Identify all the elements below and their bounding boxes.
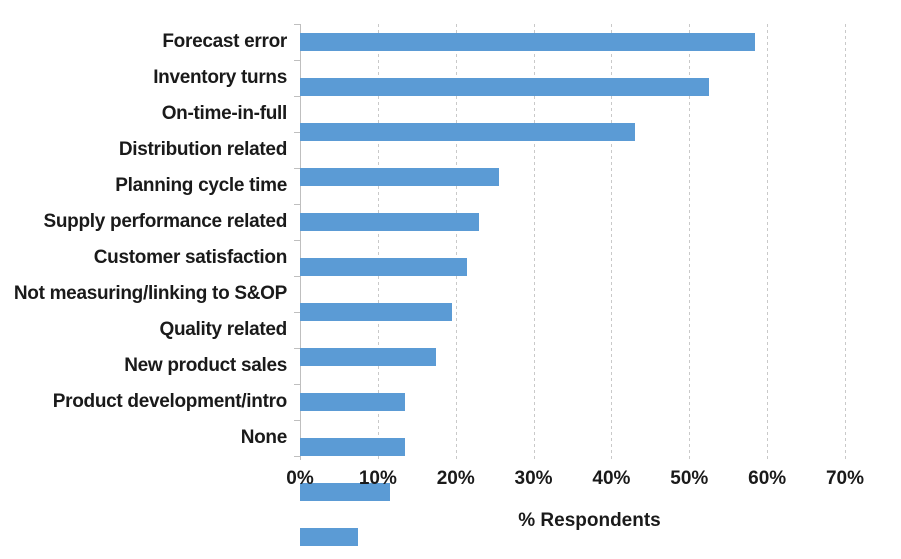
gridline-30pct [533, 24, 535, 462]
plot-area [294, 24, 846, 546]
bar-none [300, 528, 359, 546]
bar-row-planning-cycle-time [300, 213, 845, 249]
x-tick-label-70: 70% [825, 468, 865, 489]
plot-row: Forecast error Inventory turns On-time-in-… [0, 24, 846, 546]
y-axis-tick [294, 168, 300, 169]
x-axis-title-row: % Respondents [0, 510, 901, 532]
bar-row-on-time-in-full [300, 123, 845, 159]
category-label-product-development-intro: Product development/intro [52, 391, 288, 412]
x-tick-label-10: 10% [358, 468, 397, 489]
x-tick-label-30: 30% [514, 468, 553, 489]
x-tick-label-40: 40% [592, 468, 631, 489]
y-axis-tick [294, 456, 300, 457]
bar-customer-satisfaction [300, 303, 452, 321]
gridline-70pct [845, 24, 846, 462]
bar-distribution-related [300, 168, 499, 186]
bar-on-time-in-full [300, 123, 635, 141]
x-tick-label-50: 50% [670, 468, 709, 489]
y-axis-tick [294, 132, 300, 133]
category-labels-column: Forecast error Inventory turns On-time-in-… [0, 24, 300, 456]
bar-product-development-intro [300, 483, 390, 501]
bar-row-quality-related [300, 393, 845, 429]
bar-not-measuring-linking-to-s-op [300, 348, 437, 366]
category-label-quality-related: Quality related [159, 319, 288, 340]
y-axis-tick [294, 312, 300, 313]
bar-planning-cycle-time [300, 213, 480, 231]
bar-row-supply-performance-related [300, 258, 845, 294]
gridline-40pct [611, 24, 613, 462]
category-label-on-time-in-full: On-time-in-full [161, 103, 288, 124]
bar-row-inventory-turns [300, 78, 845, 114]
bar-supply-performance-related [300, 258, 468, 276]
y-axis-tick [294, 276, 300, 277]
y-axis-tick [294, 420, 300, 421]
y-axis-line [300, 24, 301, 460]
bar-row-none [300, 528, 845, 559]
category-label-forecast-error: Forecast error [162, 31, 287, 52]
y-axis-tick [294, 348, 300, 349]
category-label-not-measuring-linking-to-s-op: Not measuring/linking to S&OP [13, 283, 287, 304]
bar-inventory-turns [300, 78, 709, 96]
bar-forecast-error [300, 33, 756, 51]
gridline-10pct [377, 24, 379, 462]
x-axis-spacer [0, 468, 300, 494]
x-tick-label-0: 0% [286, 468, 314, 489]
y-axis-tick [294, 96, 300, 97]
bar-row-new-product-sales [300, 438, 845, 474]
category-label-new-product-sales: New product sales [124, 355, 287, 376]
gridline-60pct [767, 24, 769, 462]
category-label-supply-performance-related: Supply performance related [43, 211, 288, 232]
category-label-none: None [240, 427, 288, 448]
bar-row-distribution-related [300, 168, 845, 204]
bars-layer [300, 33, 845, 559]
gridline-50pct [689, 24, 691, 462]
bar-new-product-sales [300, 438, 406, 456]
bar-row-customer-satisfaction [300, 303, 845, 339]
bar-row-product-development-intro [300, 483, 845, 519]
bar-row-forecast-error [300, 33, 845, 69]
category-label-planning-cycle-time: Planning cycle time [115, 175, 287, 196]
category-label-customer-satisfaction: Customer satisfaction [93, 247, 288, 268]
x-tick-label-60: 60% [748, 468, 787, 489]
x-axis-row: 0% 10% 20% 30% 40% 50% 60% 70% [0, 468, 901, 494]
y-axis-tick [294, 240, 300, 241]
y-axis-tick [294, 24, 300, 25]
x-axis-tick-labels: 0% 10% 20% 30% 40% 50% 60% 70% [286, 468, 864, 494]
bar-quality-related [300, 393, 406, 411]
gridline-20pct [455, 24, 457, 462]
category-label-distribution-related: Distribution related [118, 139, 287, 160]
category-label-inventory-turns: Inventory turns [153, 67, 287, 88]
y-axis-tick [294, 384, 300, 385]
x-tick-label-20: 20% [436, 468, 475, 489]
x-axis-title: % Respondents [518, 510, 661, 531]
bar-row-not-measuring-linking-to-s-op [300, 348, 845, 384]
y-axis-tick [294, 60, 300, 61]
x-axis-spacer [0, 510, 300, 532]
y-axis-tick [294, 204, 300, 205]
